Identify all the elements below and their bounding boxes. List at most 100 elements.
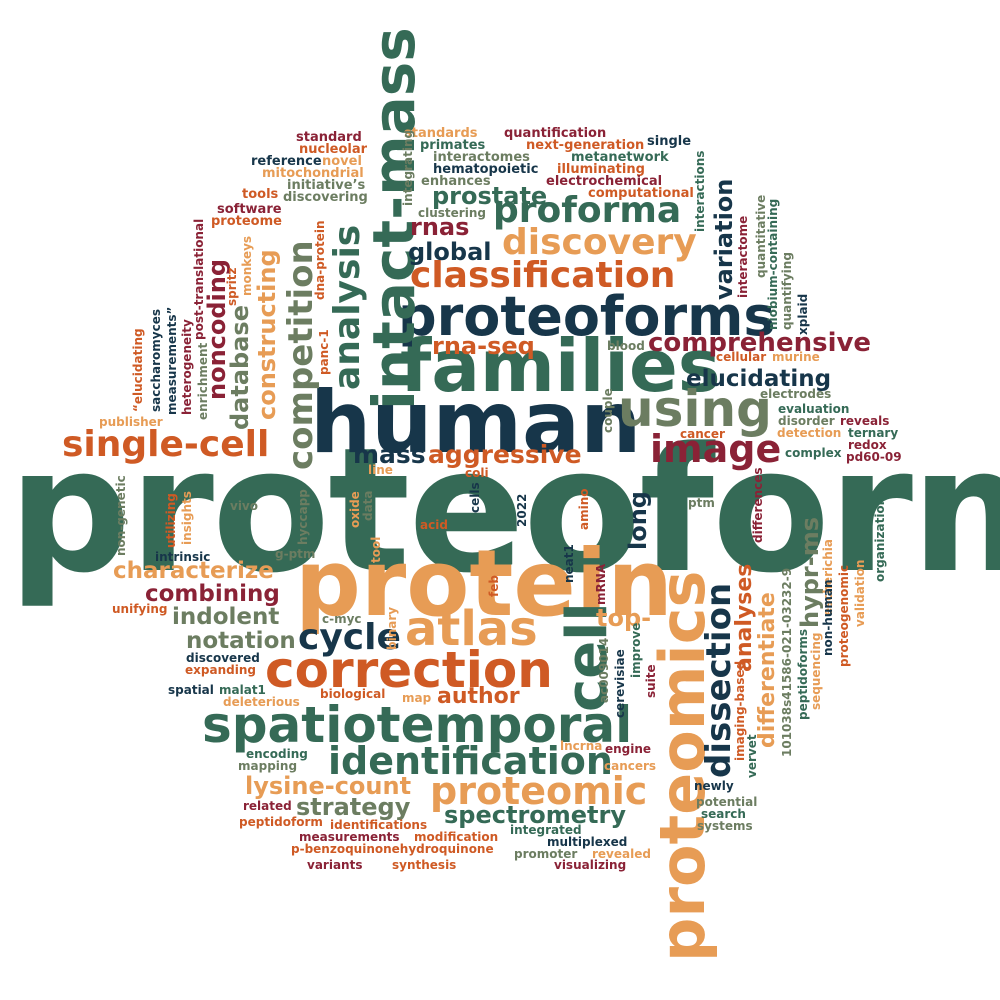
word-xplaid: xplaid: [796, 293, 810, 335]
word-rnas: rnas: [410, 213, 470, 241]
word-clustering: clustering: [418, 206, 486, 220]
word-mrna: mRNA: [594, 563, 608, 605]
word-improve: improve: [629, 622, 643, 678]
word-reference: reference: [251, 154, 322, 169]
word-synthesis: synthesis: [392, 858, 457, 872]
word-nucleolar: nucleolar: [299, 142, 368, 157]
word-global: global: [408, 238, 492, 266]
word-correction: correction: [265, 641, 553, 699]
word-strategy: strategy: [296, 793, 411, 821]
word-dissection: dissection: [699, 582, 739, 778]
word-notation: notation: [186, 628, 296, 654]
word-potential: potential: [696, 795, 758, 809]
word-identifications: identifications: [330, 818, 428, 832]
word-evaluation: evaluation: [778, 402, 850, 416]
word-proteoform: proteoform: [8, 410, 1000, 611]
word-electrochemical: electrochemical: [546, 174, 663, 189]
word-heterogeneity: heterogeneity: [180, 319, 194, 415]
word-metanetwork: metanetwork: [571, 150, 669, 165]
word-peptidoforms: peptidoforms: [796, 628, 810, 720]
word-proforma: proforma: [493, 190, 682, 231]
word-lncrna: lncrna: [560, 739, 603, 753]
word-p-benzoquinonehydroquinone: p-benzoquinonehydroquinone: [291, 842, 494, 856]
word-mapping: mapping: [238, 759, 298, 773]
word-promoter: promoter: [514, 847, 578, 861]
word-publisher: publisher: [99, 415, 163, 429]
word-elucidating: elucidating: [686, 366, 832, 392]
word-multiplexed: multiplexed: [547, 835, 628, 849]
word-long: long: [624, 491, 652, 550]
word-standard: standard: [296, 130, 362, 145]
word-integrating: integrating: [401, 129, 415, 206]
word-systems: systems: [697, 819, 753, 833]
word-saccharomyces: saccharomyces: [149, 309, 163, 412]
word-interactomes: interactomes: [433, 150, 530, 165]
word-characterize: characterize: [113, 558, 274, 584]
word-interactions: interactions: [693, 150, 707, 232]
word-interactome: interactome: [736, 215, 750, 298]
word-non-human: non-human: [821, 579, 835, 656]
word-cerevisiae: cerevisiae: [613, 649, 627, 718]
word-niobium-containing: niobium-containing: [766, 198, 780, 330]
word-enhances: enhances: [421, 174, 491, 189]
word-aggressive: aggressive: [428, 440, 582, 469]
word-software: software: [217, 202, 282, 217]
word-cancers: cancers: [604, 759, 657, 773]
word-couple: couple: [601, 388, 615, 433]
word-primates: primates: [420, 138, 486, 153]
word-organization: organization: [873, 496, 887, 582]
word-validation: validation: [853, 559, 867, 627]
word-engine: engine: [605, 742, 652, 756]
word-tools: tools: [242, 187, 279, 202]
word-suite: suite: [644, 664, 658, 698]
word-intrinsic: intrinsic: [155, 550, 211, 564]
word-cellular: cellular: [716, 350, 767, 364]
word-initiatives: initiative’s: [287, 178, 366, 193]
word-discovery: discovery: [502, 222, 697, 263]
word-proteomic: proteomic: [430, 769, 648, 813]
word-tool: tool: [369, 536, 383, 563]
word-oxide: oxide: [348, 491, 362, 528]
word-quantification: quantification: [504, 126, 607, 141]
word-related: related: [243, 799, 292, 813]
word-doi: 101038s41586-021-03232-9: [780, 567, 794, 757]
word-constructing: constructing: [253, 249, 281, 420]
word-ptm: ptm: [688, 496, 715, 510]
word-utilizing: utilizing: [164, 493, 178, 548]
word-biological: biological: [320, 687, 386, 701]
word-indolent: indolent: [172, 604, 280, 630]
word-panc-1: panc-1: [317, 329, 331, 375]
word-protein: protein: [295, 530, 673, 637]
word-peptidoform: peptidoform: [239, 815, 323, 829]
word-top: top-: [596, 604, 652, 632]
word-discovering: discovering: [283, 190, 368, 205]
word-differentiate: differentiate: [755, 592, 780, 748]
word-murine: murine: [772, 350, 820, 364]
word-complex: complex: [785, 446, 842, 460]
word-human: human: [310, 373, 642, 473]
word-cells: cells: [468, 482, 482, 513]
word-post-translational: post-translational: [192, 218, 206, 340]
word-prostate: prostate: [432, 182, 548, 210]
word-2022: 2022: [515, 493, 529, 527]
word-g-ptm: g-ptm: [275, 547, 316, 561]
word-single: single: [647, 134, 692, 149]
word-using: using: [618, 380, 772, 438]
word-illuminating: illuminating: [557, 162, 645, 177]
word-reveals: reveals: [840, 414, 890, 428]
word-standards: standards: [404, 126, 478, 141]
word-elucidating-q: “elucidating: [131, 328, 145, 412]
word-map: map: [402, 691, 432, 705]
word-author: author: [437, 684, 520, 709]
word-variants: variants: [307, 858, 363, 872]
word-identification: identification: [328, 739, 613, 783]
word-neat1: neat1: [562, 544, 576, 583]
word-proteogenomic: proteogenomic: [837, 564, 851, 667]
word-variation: variation: [710, 178, 738, 300]
word-expanding: expanding: [185, 663, 256, 677]
word-electrodes: electrodes: [760, 387, 832, 401]
word-line: line: [368, 463, 393, 477]
word-mass: mass: [353, 440, 426, 469]
word-detection: detection: [777, 426, 842, 440]
